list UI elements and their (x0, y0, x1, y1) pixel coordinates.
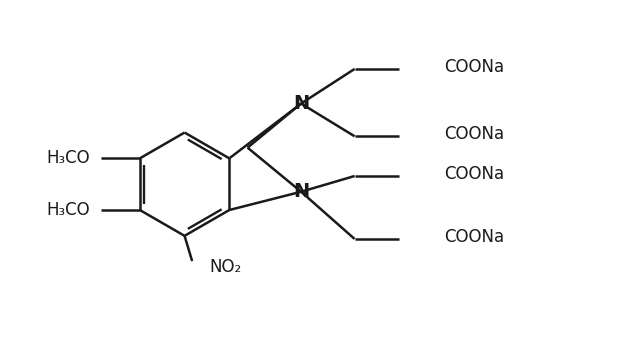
Text: N: N (293, 94, 309, 113)
Text: COONa: COONa (444, 58, 504, 76)
Text: H₃CO: H₃CO (46, 201, 90, 219)
Text: N: N (293, 182, 309, 201)
Text: COONa: COONa (444, 125, 504, 143)
Text: COONa: COONa (444, 228, 504, 246)
Text: NO₂: NO₂ (210, 258, 242, 276)
Text: COONa: COONa (444, 165, 504, 183)
Text: H₃CO: H₃CO (46, 149, 90, 167)
